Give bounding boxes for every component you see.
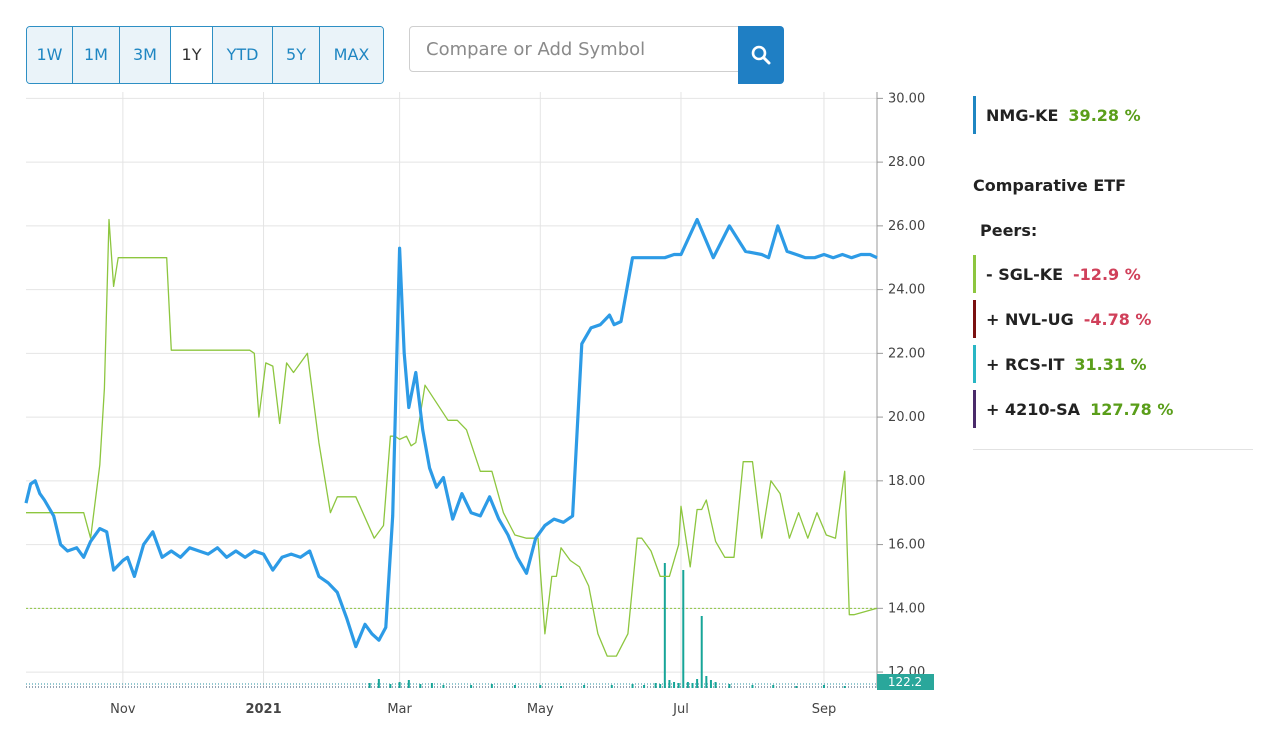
peer-item-sgl-ke[interactable]: - SGL-KE -12.9 %	[973, 255, 1141, 293]
volume-bar	[490, 684, 493, 688]
x-tick-label: 2021	[245, 702, 281, 717]
range-button-3m[interactable]: 3M	[120, 27, 171, 83]
time-range-group: 1W 1M 3M 1Y YTD 5Y MAX	[26, 26, 384, 84]
volume-bar	[700, 616, 703, 688]
volume-bar	[795, 686, 798, 688]
range-button-max[interactable]: MAX	[320, 27, 383, 83]
y-tick-label: 28.00	[888, 155, 925, 170]
series-line-nmg-ke	[24, 217, 878, 649]
volume-bar	[705, 676, 708, 688]
range-button-5y[interactable]: 5Y	[273, 27, 320, 83]
volume-bar	[513, 685, 516, 688]
main-symbol-label: NMG-KE	[986, 105, 1059, 125]
price-chart[interactable]: 12.0014.0016.0018.0020.0022.0024.0026.00…	[0, 90, 950, 730]
legend-divider	[973, 449, 1253, 450]
y-tick-label: 30.00	[888, 91, 925, 106]
x-tick-label: Nov	[110, 702, 136, 717]
volume-bar	[442, 685, 445, 688]
volume-bar	[822, 685, 825, 688]
volume-label: 122.2	[888, 675, 922, 689]
peer-item-4210-sa[interactable]: + 4210-SA 127.78 %	[973, 390, 1173, 428]
range-button-ytd[interactable]: YTD	[213, 27, 273, 83]
compare-symbol-input[interactable]	[409, 26, 739, 72]
volume-bar	[398, 682, 401, 688]
volume-bar	[419, 684, 422, 688]
volume-bar	[682, 570, 685, 688]
y-tick-label: 26.00	[888, 219, 925, 234]
volume-bar	[368, 683, 371, 688]
y-tick-label: 16.00	[888, 538, 925, 553]
x-tick-label: May	[527, 702, 554, 717]
legend-main-symbol[interactable]: NMG-KE 39.28 %	[973, 96, 1141, 134]
peer-change: 31.31 %	[1074, 354, 1147, 374]
volume-bar	[668, 680, 671, 688]
peer-change: -12.9 %	[1073, 264, 1141, 284]
volume-bar	[659, 684, 662, 688]
volume-bar	[663, 563, 666, 688]
volume-bar	[643, 685, 646, 688]
peer-label: + 4210-SA	[986, 399, 1081, 419]
peer-change: 127.78 %	[1090, 399, 1174, 419]
y-tick-label: 22.00	[888, 346, 925, 361]
x-tick-label: Jul	[672, 702, 689, 717]
search-button[interactable]	[738, 26, 784, 84]
y-tick-label: 20.00	[888, 410, 925, 425]
volume-bar	[560, 686, 563, 688]
volume-bar	[714, 682, 717, 688]
volume-bar	[610, 685, 613, 688]
volume-bar	[389, 684, 392, 688]
peer-change: -4.78 %	[1083, 309, 1152, 329]
peer-label: + NVL-UG	[986, 309, 1074, 329]
volume-bar	[696, 679, 699, 688]
volume-bar	[583, 685, 586, 688]
peer-label: - SGL-KE	[986, 264, 1064, 284]
volume-bar	[751, 685, 754, 688]
range-button-1w[interactable]: 1W	[27, 27, 73, 83]
main-symbol-change: 39.28 %	[1068, 105, 1141, 125]
volume-bar	[654, 683, 657, 688]
volume-bar	[691, 683, 694, 688]
volume-bar	[673, 682, 676, 688]
y-tick-label: 24.00	[888, 283, 925, 298]
volume-bar	[843, 686, 846, 688]
range-button-1m[interactable]: 1M	[73, 27, 120, 83]
volume-bar	[677, 683, 680, 688]
range-button-1y[interactable]: 1Y	[171, 27, 213, 83]
series-line-sgl-ke	[26, 218, 878, 657]
volume-bar	[686, 682, 689, 688]
search-icon	[751, 45, 771, 65]
volume-bar	[539, 685, 542, 688]
peer-item-nvl-ug[interactable]: + NVL-UG -4.78 %	[973, 300, 1151, 338]
volume-badge	[877, 674, 934, 690]
peer-label: + RCS-IT	[986, 354, 1065, 374]
volume-bar	[430, 683, 433, 688]
y-tick-label: 18.00	[888, 474, 925, 489]
peer-item-rcs-it[interactable]: + RCS-IT 31.31 %	[973, 345, 1147, 383]
peers-title: Peers:	[980, 221, 1038, 240]
volume-bar	[772, 685, 775, 688]
volume-bar	[377, 679, 380, 688]
x-tick-label: Mar	[387, 702, 412, 717]
x-tick-label: Sep	[812, 702, 837, 717]
volume-bar	[470, 685, 473, 688]
volume-bar	[709, 680, 712, 688]
comparative-etf-title: Comparative ETF	[973, 176, 1127, 195]
y-tick-label: 14.00	[888, 601, 925, 616]
volume-bar	[728, 684, 731, 688]
volume-bar	[631, 684, 634, 688]
volume-bar	[407, 680, 410, 688]
